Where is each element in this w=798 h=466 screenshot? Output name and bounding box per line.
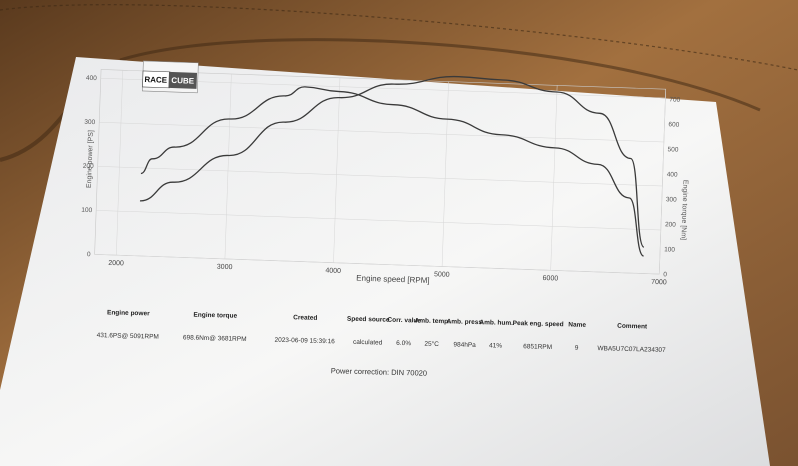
results-header: Peak eng. speed	[513, 320, 564, 328]
right-tick-labels: 0 100 200 300 400 500 600 700	[663, 96, 681, 278]
results-value: 25°C	[424, 340, 439, 348]
right-tick-label: 700	[669, 96, 680, 103]
results-value: 9	[575, 345, 579, 352]
dyno-printout-sheet	[0, 57, 770, 466]
x-tick-label: 3000	[217, 264, 233, 272]
results-value: 698.6Nm@ 3681RPM	[183, 334, 247, 343]
left-tick-label: 0	[87, 251, 91, 258]
x-tick-label: 2000	[108, 260, 124, 268]
engine-power-curve	[139, 76, 645, 248]
grid-line-x	[550, 85, 558, 271]
results-headers: Engine power Engine torque Created Speed so…	[107, 309, 648, 330]
results-header: Created	[293, 314, 317, 322]
left-tick-label: 400	[86, 75, 97, 82]
seat-seam	[119, 38, 761, 112]
right-tick-label: 0	[663, 271, 667, 278]
grid-line-y	[96, 210, 661, 231]
grid-line-x	[333, 77, 341, 263]
grid-line-x	[659, 89, 666, 275]
results-header: Engine power	[107, 309, 150, 317]
results-value: 6.0%	[396, 340, 411, 347]
right-tick-label: 600	[668, 121, 679, 128]
results-value: 2023-06-09 15:39:16	[274, 337, 335, 346]
results-header: Amb. hum.	[479, 319, 513, 327]
race-cube-logo: RACE CUBE	[142, 60, 199, 94]
results-value: WBA5U7C07LA234307	[597, 345, 666, 354]
results-value: 6851RPM	[523, 343, 552, 351]
left-tick-label: 200	[83, 163, 94, 170]
results-header: Engine torque	[193, 312, 237, 320]
x-axis-label: Engine speed [RPM]	[356, 274, 430, 286]
x-tick-label: 5000	[434, 271, 450, 279]
right-tick-label: 200	[665, 221, 676, 228]
results-header: Amb. temp.	[414, 317, 450, 325]
left-tick-label: 300	[84, 119, 95, 126]
x-tick-label: 7000	[651, 279, 667, 287]
logo-race-text: RACE	[144, 75, 168, 85]
results-value: 431.6PS@ 5091RPM	[97, 332, 159, 341]
results-value: calculated	[353, 339, 383, 347]
right-tick-label: 300	[666, 196, 677, 203]
results-value: 984hPa	[453, 341, 476, 349]
right-tick-label: 100	[664, 246, 675, 253]
results-values: 431.6PS@ 5091RPM 698.6Nm@ 3681RPM 2023-06-…	[97, 332, 667, 354]
x-tick-label: 6000	[542, 275, 558, 283]
grid-line-y	[97, 166, 663, 187]
x-tick-label: 4000	[325, 267, 341, 275]
grid-line-x	[224, 74, 232, 259]
left-tick-label: 100	[81, 207, 92, 214]
grid-line-y	[94, 254, 660, 275]
left-axis-label: Engine power [PS]	[86, 130, 95, 188]
x-tick-labels: 2000 3000 4000 5000 6000 7000	[108, 260, 667, 287]
right-tick-label: 400	[667, 171, 678, 178]
grid-line-x	[116, 70, 124, 256]
results-header: Comment	[617, 323, 648, 331]
results-header: Speed source	[347, 316, 390, 324]
results-header: Corr. value	[387, 317, 421, 325]
grid-line-y	[99, 122, 664, 143]
engine-torque-curve	[140, 86, 645, 257]
logo-cube-text: CUBE	[171, 76, 195, 86]
results-table: Engine power Engine torque Created Speed so…	[97, 309, 667, 378]
results-header: Amb. press.	[447, 318, 485, 326]
right-axis-label: Engine torque [Nm]	[679, 180, 688, 241]
results-value: 41%	[489, 342, 502, 349]
power-correction-note: Power correction: DIN 70020	[331, 366, 427, 378]
results-header: Name	[568, 321, 586, 328]
grid-line-x	[441, 81, 449, 267]
right-tick-label: 500	[667, 146, 678, 153]
left-tick-labels: 0 100 200 300 400	[81, 75, 97, 258]
